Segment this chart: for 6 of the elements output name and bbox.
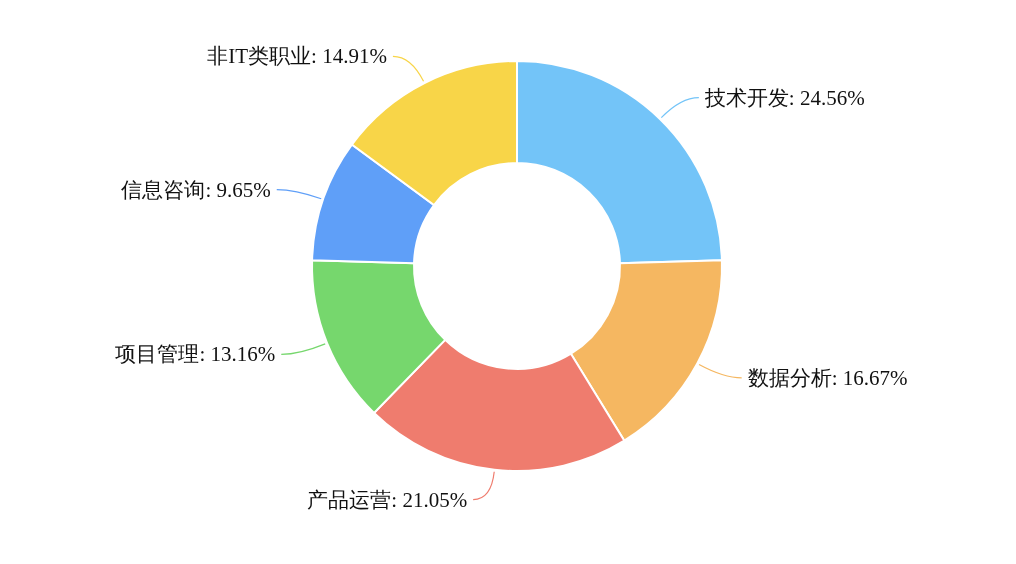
slice-label: 非IT类职业: 14.91% bbox=[207, 44, 387, 69]
slice-label: 技术开发: 24.56% bbox=[703, 85, 865, 110]
slice-label: 项目管理: 13.16% bbox=[115, 342, 276, 367]
slice-label: 产品运营: 21.05% bbox=[307, 487, 468, 512]
slice-label: 信息咨询: 9.65% bbox=[121, 177, 271, 202]
slice-label: 数据分析: 16.67% bbox=[747, 365, 908, 390]
